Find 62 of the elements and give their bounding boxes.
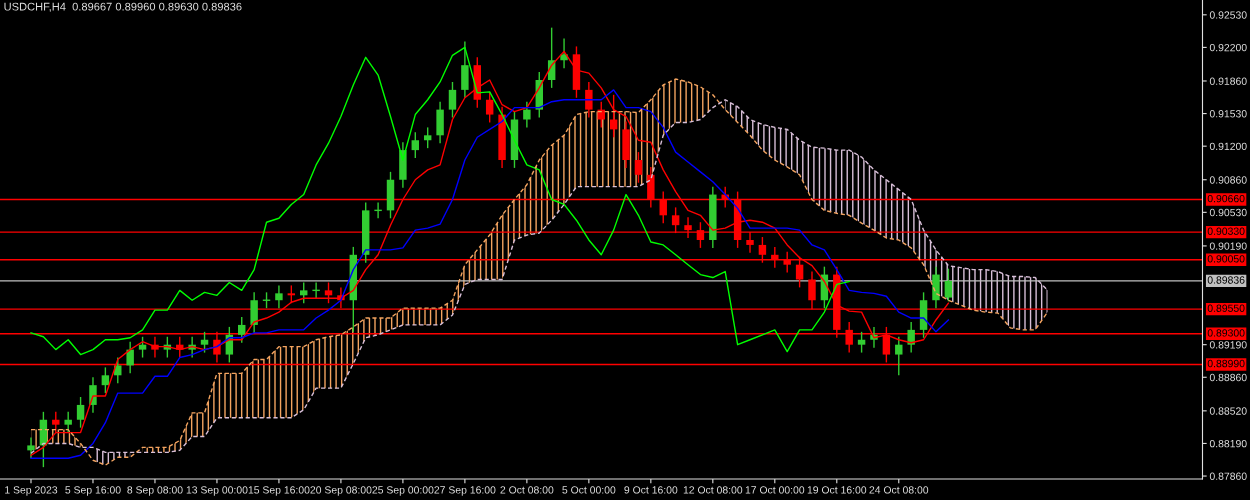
line-series <box>30 46 850 356</box>
ref-line-label: 0.89300 <box>1207 329 1245 337</box>
x-tick-label: 13 Sep 00:00 <box>186 486 248 496</box>
candlestick <box>52 411 60 434</box>
candlestick <box>89 376 97 414</box>
candlestick <box>275 284 283 309</box>
candlestick <box>423 126 432 149</box>
y-tick-label: 0.87860 <box>1209 472 1247 480</box>
candlestick <box>101 366 110 394</box>
x-tick-label: 12 Oct 08:00 <box>683 486 743 494</box>
y-tick-label: 0.92530 <box>1209 11 1247 19</box>
y-tick-label: 0.88860 <box>1209 373 1247 382</box>
ref-line-label: 0.88990 <box>1207 359 1245 368</box>
ref-line-label: 0.90050 <box>1207 255 1245 263</box>
candlestick <box>857 331 866 354</box>
x-tick-label: 8 Sep 08:00 <box>127 486 183 496</box>
y-tick-label: 0.92200 <box>1209 43 1247 52</box>
y-tick-label: 0.88520 <box>1209 407 1247 415</box>
candlestick <box>448 81 457 119</box>
y-tick-label: 0.90190 <box>1209 242 1247 250</box>
ref-line-label: 0.89550 <box>1207 304 1245 312</box>
y-tick-label: 0.90860 <box>1209 176 1247 184</box>
candlestick <box>485 91 494 124</box>
ref-line-label: 0.90330 <box>1207 227 1245 235</box>
x-tick-label: 9 Oct 16:00 <box>624 486 678 494</box>
candlestick <box>634 151 643 184</box>
chart-title: USDCHF,H4 0.89667 0.89960 0.89630 0.89836 <box>4 2 242 12</box>
candlestick <box>27 436 35 459</box>
y-tick-label: 0.91860 <box>1209 77 1247 85</box>
y-tick-label: 0.88190 <box>1209 439 1247 448</box>
candlestick <box>944 267 953 302</box>
x-tick-label: 15 Sep 16:00 <box>248 486 310 496</box>
x-tick-label: 2 Oct 08:00 <box>500 486 554 494</box>
x-tick-label: 24 Oct 08:00 <box>869 486 929 494</box>
y-tick-label: 0.90530 <box>1209 208 1247 217</box>
candlestick <box>895 336 903 376</box>
x-tick-label: 5 Oct 00:00 <box>562 486 616 494</box>
y-tick-label: 0.91200 <box>1209 142 1247 151</box>
x-tick-label: 27 Sep 16:00 <box>434 486 496 496</box>
x-tick-label: 1 Sep 2023 <box>5 486 58 496</box>
y-tick-label: 0.89190 <box>1209 341 1247 349</box>
x-tick-label: 25 Sep 00:00 <box>372 486 434 496</box>
candlestick <box>300 281 308 304</box>
candlestick <box>64 411 72 434</box>
x-tick-label: 5 Sep 16:00 <box>65 486 121 496</box>
x-tick-label: 20 Sep 08:00 <box>310 486 372 496</box>
ref-line-label: 0.89836 <box>1207 276 1245 284</box>
candlestick <box>597 101 605 129</box>
candlestick <box>523 101 531 129</box>
candlestick <box>238 316 246 344</box>
candlestick <box>585 81 593 119</box>
x-tick-label: 17 Oct 00:00 <box>745 486 805 494</box>
candlestick <box>200 331 209 354</box>
x-tick-label: 19 Oct 16:00 <box>807 486 867 494</box>
y-tick-label: 0.91530 <box>1209 110 1247 118</box>
candlestick <box>907 321 915 354</box>
candlestick <box>76 396 85 429</box>
candlestick <box>411 131 420 159</box>
ref-line-label: 0.90660 <box>1207 194 1245 203</box>
candlestick <box>138 336 147 359</box>
candlestick <box>126 341 134 375</box>
candlestick <box>324 281 333 304</box>
